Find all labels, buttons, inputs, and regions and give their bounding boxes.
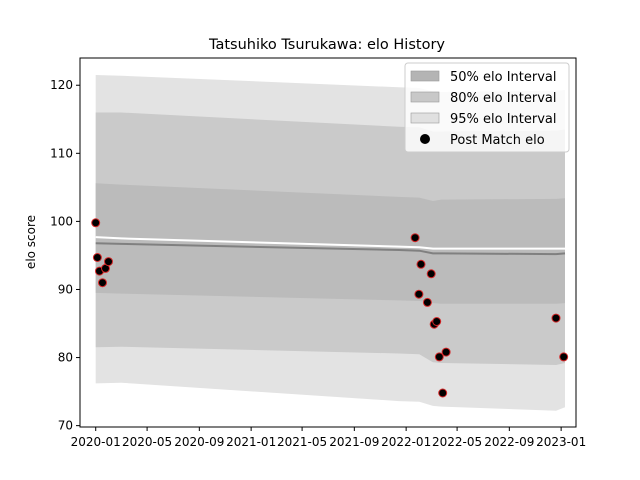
y-tick-label: 120: [50, 78, 73, 92]
post-match-elo-point: [422, 297, 432, 307]
legend-box: [404, 62, 570, 153]
legend-label: 50% elo Interval: [450, 70, 557, 85]
post-match-elo-point: [559, 352, 569, 362]
plot-area: [91, 75, 569, 411]
y-tick-label: 90: [58, 282, 73, 296]
post-match-elo-point: [438, 388, 448, 398]
post-match-elo-point: [410, 233, 420, 243]
post-match-elo-point: [551, 313, 561, 323]
x-tick-label: 2022-05: [432, 435, 482, 449]
post-match-elo-point: [441, 347, 451, 357]
band-50-interval: [95, 183, 565, 304]
post-match-elo-point: [434, 352, 444, 362]
legend-swatch-1: [410, 70, 440, 82]
post-match-elo-point: [414, 289, 424, 299]
expected-elo-line: [95, 236, 565, 250]
chart-title: Tatsuhiko Tsurukawa: elo History: [208, 37, 445, 53]
y-tick-label: 70: [58, 419, 73, 433]
y-tick-label: 80: [58, 351, 73, 365]
x-tick-label: 2020-09: [174, 435, 224, 449]
plot-frame: [79, 57, 577, 428]
legend: 50% elo Interval 80% elo Interval 95% elo …: [404, 62, 570, 153]
post-match-elo-point: [426, 269, 436, 279]
legend-swatch-3: [410, 112, 440, 124]
legend-label: 95% elo Interval: [450, 112, 557, 127]
post-match-elo-point: [91, 218, 101, 228]
x-tick-label: 2020-05: [122, 435, 172, 449]
x-axis: 2020-01 2020-05 2020-09 2021-01 2021-05 2021-…: [71, 427, 586, 449]
x-tick-label: 2022-01: [381, 435, 431, 449]
post-match-elo-point: [432, 317, 442, 326]
y-axis: 70 80 90 100 110 120: [50, 78, 80, 433]
y-tick-label: 110: [50, 146, 73, 160]
post-match-elo-point: [416, 259, 426, 269]
x-tick-label: 2020-01: [71, 435, 121, 449]
x-tick-label: 2021-01: [226, 435, 276, 449]
post-match-elo-point: [98, 278, 107, 288]
y-axis-label: elo score: [24, 215, 38, 269]
post-match-elo-point: [92, 253, 102, 262]
legend-label: 80% elo Interval: [450, 91, 557, 106]
x-tick-label: 2022-09: [484, 435, 534, 449]
x-tick-label: 2023-01: [536, 435, 586, 449]
legend-swatch-2: [410, 91, 440, 103]
legend-label: Post Match elo: [450, 133, 545, 148]
x-tick-label: 2021-09: [329, 435, 379, 449]
post-match-elo-point: [104, 257, 113, 267]
x-tick-label: 2021-05: [277, 435, 327, 449]
y-tick-label: 100: [50, 214, 73, 228]
legend-marker: [420, 134, 430, 144]
mean-elo-line: [95, 242, 566, 256]
